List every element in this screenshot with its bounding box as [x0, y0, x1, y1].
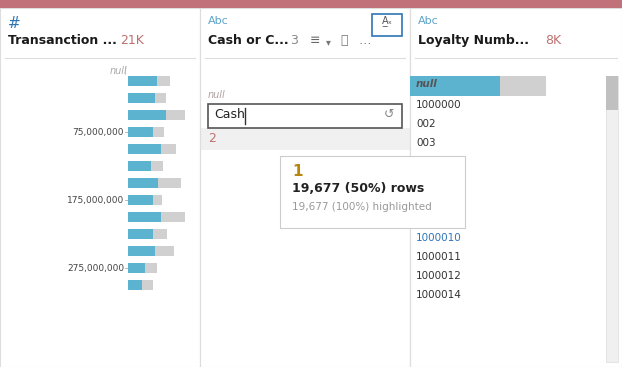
Bar: [128, 161, 151, 171]
Text: 1000009: 1000009: [416, 214, 462, 224]
Bar: [128, 178, 158, 188]
Text: ▾: ▾: [326, 37, 331, 47]
Bar: [128, 93, 156, 103]
Text: 8K: 8K: [545, 34, 561, 47]
Text: A̲ₓ: A̲ₓ: [381, 15, 392, 26]
Bar: [200, 8, 410, 367]
Text: 3: 3: [290, 34, 298, 47]
Bar: [280, 156, 465, 228]
Text: 004: 004: [416, 157, 435, 167]
Bar: [128, 195, 152, 205]
Text: Abc: Abc: [418, 16, 439, 26]
Bar: [128, 161, 163, 171]
Bar: [128, 229, 152, 239]
Text: 75,000,000: 75,000,000: [73, 127, 124, 137]
Text: 1000012: 1000012: [416, 271, 462, 281]
Bar: [128, 178, 181, 188]
Text: 21K: 21K: [120, 34, 144, 47]
Text: 006: 006: [416, 176, 435, 186]
Text: 19,677 (50%) rows: 19,677 (50%) rows: [292, 182, 424, 195]
Bar: [372, 14, 402, 36]
Bar: [128, 212, 160, 222]
Bar: [128, 246, 174, 256]
Bar: [0, 8, 200, 367]
Text: 175,000,000: 175,000,000: [67, 196, 124, 204]
Text: 1000010: 1000010: [416, 233, 462, 243]
Text: 1000011: 1000011: [416, 252, 462, 262]
Bar: [128, 110, 165, 120]
Text: ↺: ↺: [384, 108, 394, 121]
Bar: [128, 280, 152, 290]
Bar: [128, 144, 176, 154]
Bar: [410, 76, 546, 96]
Text: 2: 2: [208, 132, 216, 145]
Text: Transanction ...: Transanction ...: [8, 34, 117, 47]
Text: Abc: Abc: [208, 16, 229, 26]
Text: Cash or C...: Cash or C...: [208, 34, 289, 47]
Bar: [128, 229, 167, 239]
Bar: [128, 195, 162, 205]
Bar: [128, 144, 160, 154]
Bar: [128, 93, 165, 103]
Bar: [410, 76, 500, 96]
Bar: [606, 76, 618, 362]
Text: 003: 003: [416, 138, 435, 148]
Bar: [128, 76, 157, 86]
Text: null: null: [110, 66, 128, 76]
Text: null: null: [208, 90, 226, 100]
Bar: [0, 0, 622, 8]
Text: ⌕: ⌕: [340, 34, 348, 47]
Bar: [128, 263, 157, 273]
Text: 275,000,000: 275,000,000: [67, 264, 124, 273]
Text: null: null: [416, 79, 438, 89]
Text: #: #: [8, 16, 21, 31]
Bar: [200, 128, 410, 150]
Text: …: …: [358, 34, 371, 47]
Text: Loyalty Numb...: Loyalty Numb...: [418, 34, 529, 47]
Text: 1000007: 1000007: [416, 195, 462, 205]
Text: 19,677 (100%) highlighted: 19,677 (100%) highlighted: [292, 202, 432, 212]
Bar: [128, 263, 145, 273]
Bar: [128, 127, 152, 137]
Bar: [128, 127, 164, 137]
Text: 1000014: 1000014: [416, 290, 462, 300]
Text: 002: 002: [416, 119, 435, 129]
Text: ≡: ≡: [310, 34, 320, 47]
Text: 1: 1: [292, 164, 302, 179]
Bar: [128, 246, 156, 256]
Text: 1000000: 1000000: [416, 100, 462, 110]
Bar: [128, 76, 170, 86]
Bar: [128, 212, 185, 222]
Bar: [128, 280, 142, 290]
Bar: [410, 8, 622, 367]
Bar: [606, 76, 618, 110]
Bar: [128, 110, 185, 120]
Text: Cash: Cash: [214, 108, 245, 121]
Bar: [208, 104, 402, 128]
